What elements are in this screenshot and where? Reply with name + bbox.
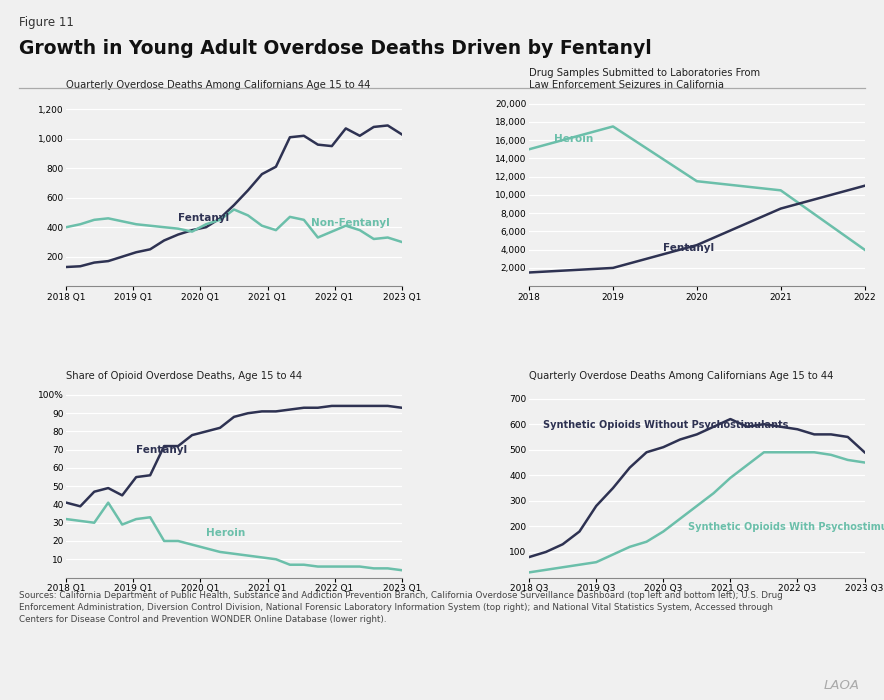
Text: Synthetic Opioids With Psychostimulants: Synthetic Opioids With Psychostimulants — [689, 522, 884, 532]
Text: Share of Opioid Overdose Deaths, Age 15 to 44: Share of Opioid Overdose Deaths, Age 15 … — [66, 371, 302, 381]
Text: Quarterly Overdose Deaths Among Californians Age 15 to 44: Quarterly Overdose Deaths Among Californ… — [66, 80, 370, 90]
Text: Fentanyl: Fentanyl — [663, 244, 714, 253]
Text: LAOA: LAOA — [823, 678, 859, 692]
Text: Drug Samples Submitted to Laboratories From
Law Enforcement Seizures in Californ: Drug Samples Submitted to Laboratories F… — [530, 68, 760, 90]
Text: Non-Fentanyl: Non-Fentanyl — [311, 218, 390, 228]
Text: Heroin: Heroin — [206, 528, 245, 538]
Text: Heroin: Heroin — [554, 134, 593, 144]
Text: Synthetic Opioids Without Psychostimulants: Synthetic Opioids Without Psychostimulan… — [543, 420, 788, 430]
Text: Fentanyl: Fentanyl — [136, 445, 187, 456]
Text: Figure 11: Figure 11 — [19, 16, 74, 29]
Text: Growth in Young Adult Overdose Deaths Driven by Fentanyl: Growth in Young Adult Overdose Deaths Dr… — [19, 38, 652, 57]
Text: Sources: California Department of Public Health, Substance and Addiction Prevent: Sources: California Department of Public… — [19, 592, 783, 624]
Text: Fentanyl: Fentanyl — [178, 214, 229, 223]
Text: Quarterly Overdose Deaths Among Californians Age 15 to 44: Quarterly Overdose Deaths Among Californ… — [530, 371, 834, 381]
